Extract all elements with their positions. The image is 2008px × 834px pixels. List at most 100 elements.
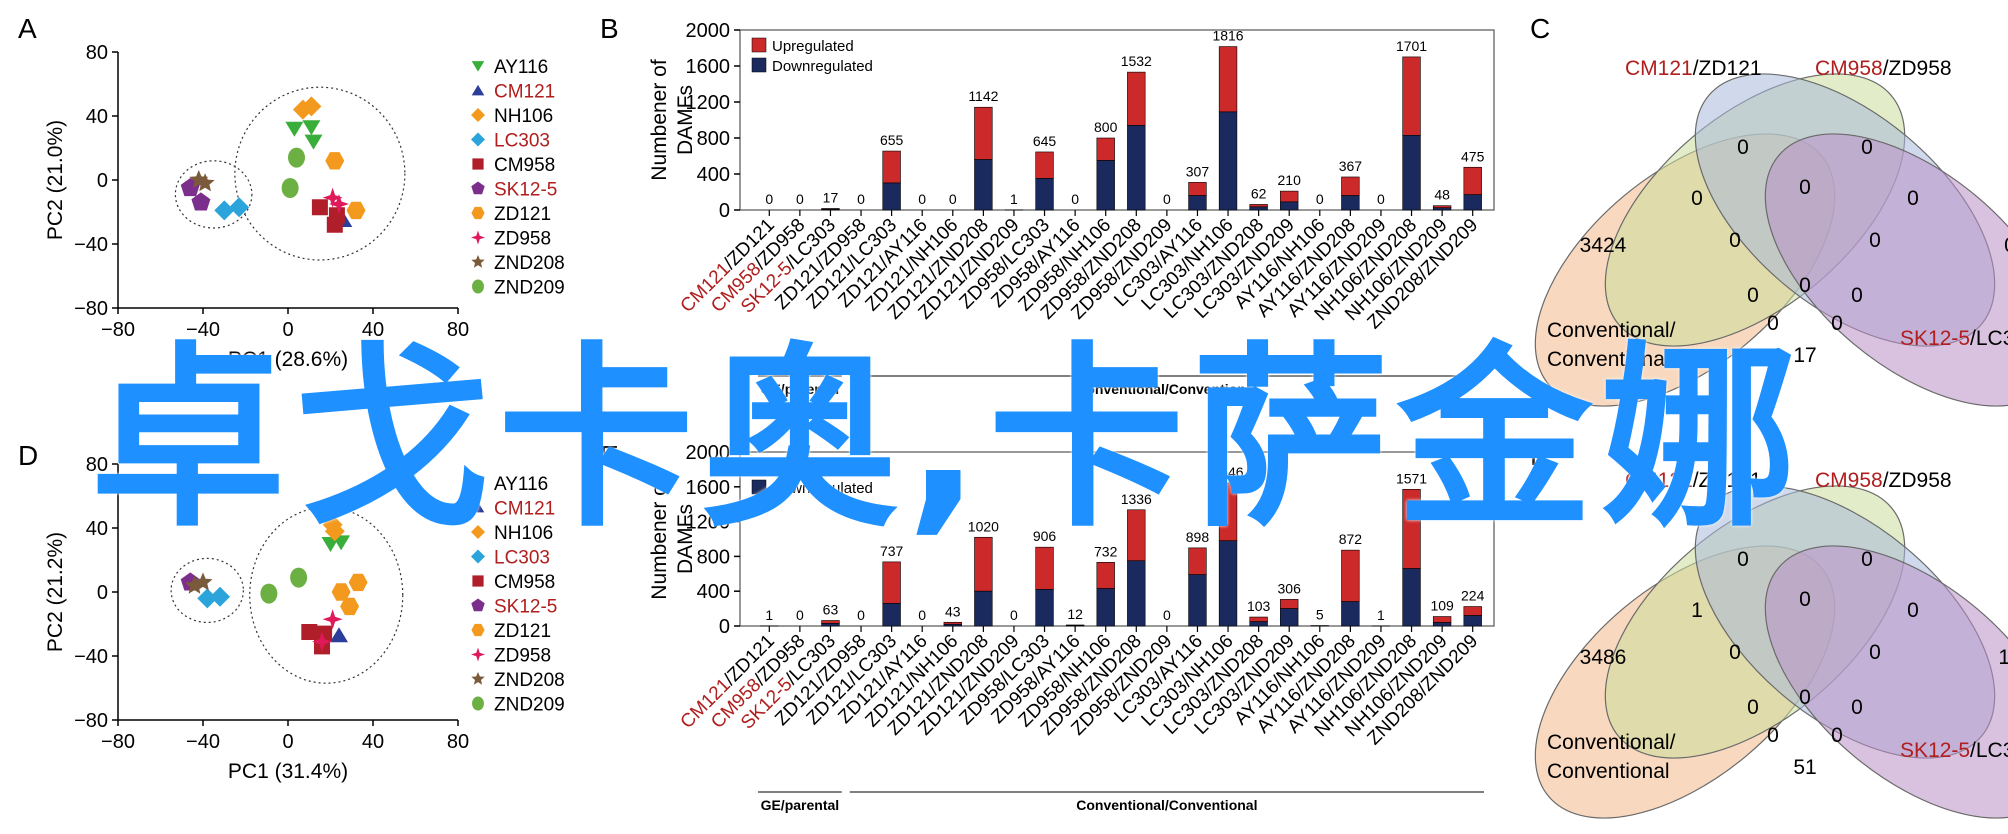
bar-down — [1127, 125, 1146, 211]
venn-count-abd: 0 — [1767, 724, 1779, 747]
bar-down — [974, 159, 993, 211]
point-zd958 — [322, 609, 343, 630]
venn-label-set-4: SK12-5/LC303 — [1900, 327, 2008, 350]
legend-marker-znd209 — [472, 696, 484, 711]
bar-up — [1463, 606, 1482, 616]
cluster-ellipse — [174, 160, 253, 229]
legend-label-znd208: ZND208 — [494, 253, 565, 274]
bar-value-label: 0 — [796, 607, 804, 623]
point-znd208 — [193, 572, 213, 591]
legend-label-ay116: AY116 — [494, 474, 548, 495]
legend-marker-ay116 — [471, 478, 485, 489]
venn-count-bd: 0 — [1869, 641, 1881, 664]
bar-down — [1402, 568, 1421, 627]
point-zd121 — [331, 583, 351, 601]
y-tick-label: 0 — [97, 170, 108, 192]
bar-up — [1035, 151, 1054, 179]
bar-down — [1249, 621, 1268, 627]
bar-value-label: 0 — [1316, 191, 1324, 207]
legend-marker-sk12-5 — [471, 598, 485, 612]
bar-down — [1218, 111, 1238, 211]
legend-label-ay116: AY116 — [494, 57, 548, 78]
venn-count-abcd: 0 — [1799, 686, 1811, 709]
y-tick-label: 1200 — [686, 92, 731, 114]
y-tick-label: 0 — [719, 200, 730, 222]
bar-down — [1432, 207, 1452, 211]
venn-count-ac: 0 — [1729, 641, 1741, 664]
bar-value-label: 872 — [1339, 531, 1363, 547]
legend-label-cm958: CM958 — [494, 155, 555, 176]
bar-down — [1402, 135, 1421, 211]
x-axis-label: PC1 (31.4%) — [228, 760, 348, 783]
point-zd958 — [329, 194, 349, 214]
legend-label-nh106: NH106 — [494, 106, 553, 127]
venn-label-set-1: Conventional/ — [1547, 731, 1676, 754]
point-znd208 — [195, 173, 215, 192]
point-nh106 — [301, 96, 322, 117]
legend-marker-zd958 — [471, 230, 485, 245]
group-label: GE/parental — [761, 797, 840, 813]
y-tick-label: −80 — [74, 710, 108, 732]
legend-marker-zd121 — [471, 623, 485, 637]
bar-value-label: 0 — [1071, 191, 1079, 207]
bar-value-label: 17 — [823, 189, 839, 205]
bar-value-label: 1 — [765, 607, 773, 623]
point-zd121 — [348, 573, 368, 592]
bar-down — [1188, 195, 1207, 211]
bar-value-label: 1020 — [968, 518, 999, 534]
legend-label-down: Downregulated — [772, 480, 873, 497]
bar-down — [1341, 195, 1360, 211]
legend-swatch-up — [751, 459, 767, 475]
legend-label-lc303: LC303 — [494, 131, 550, 152]
bar-down — [1127, 560, 1146, 627]
venn-count-bcd: 0 — [1851, 284, 1863, 307]
legend-swatch-up — [751, 37, 767, 53]
x-tick-label: 40 — [362, 319, 384, 341]
y-tick-label: 800 — [697, 128, 730, 150]
y-tick-label: −80 — [74, 298, 108, 320]
plot-frame — [739, 451, 1495, 627]
venn-label-set-3: CM958/ZD958 — [1815, 469, 1952, 492]
venn-count-ad: 51 — [1793, 756, 1816, 779]
venn-count-d: 12 — [1998, 646, 2008, 669]
legend-marker-nh106 — [471, 525, 485, 539]
legend-label-cm121: CM121 — [494, 82, 555, 103]
venn-set-4 — [1764, 133, 2008, 407]
venn-count-abd: 0 — [1767, 312, 1779, 335]
bar-value-label: 898 — [1186, 529, 1210, 545]
bar-up — [1096, 562, 1115, 589]
bar-value-label: 210 — [1278, 172, 1302, 188]
bar-value-label: 645 — [1033, 133, 1057, 149]
venn-count-c: 0 — [1861, 136, 1873, 159]
bar-up — [1127, 71, 1146, 126]
bar-up — [1432, 205, 1452, 209]
bar-value-label: 0 — [857, 191, 865, 207]
legend-marker-nh106 — [471, 108, 485, 122]
point-znd209 — [281, 178, 299, 198]
venn-count-b: 0 — [1737, 136, 1749, 159]
bar-value-label: 1142 — [968, 88, 998, 104]
legend-label-up: Upregulated — [772, 38, 854, 55]
bar-up — [821, 620, 840, 624]
legend-label-sk12-5: SK12-5 — [494, 597, 557, 618]
venn-label-set-4: SK12-5/LC303 — [1900, 739, 2008, 762]
legend-marker-znd208 — [471, 672, 485, 685]
pca-plot-d: −80 −40 0 40 80 −80 −40 0 40 80 PC1 (31.4%) PC2 (21… — [44, 454, 565, 783]
point-cm121 — [330, 627, 348, 643]
point-zd121 — [325, 152, 345, 170]
bar-down — [1432, 622, 1452, 627]
point-ay116 — [304, 134, 323, 150]
y-tick-label: 1200 — [686, 512, 731, 534]
x-tick-label: −40 — [186, 319, 220, 341]
bar-value-label: 1816 — [1212, 28, 1243, 44]
bar-down — [1096, 160, 1115, 211]
bar-up — [943, 621, 962, 625]
bar-up — [974, 106, 993, 160]
legend-label-znd208: ZND208 — [494, 670, 565, 691]
bar-value-label: 737 — [880, 543, 904, 559]
venn-label-set-1-line2: Conventional — [1547, 348, 1670, 371]
point-znd209 — [288, 147, 305, 168]
venn-count-abc: 0 — [1747, 696, 1759, 719]
